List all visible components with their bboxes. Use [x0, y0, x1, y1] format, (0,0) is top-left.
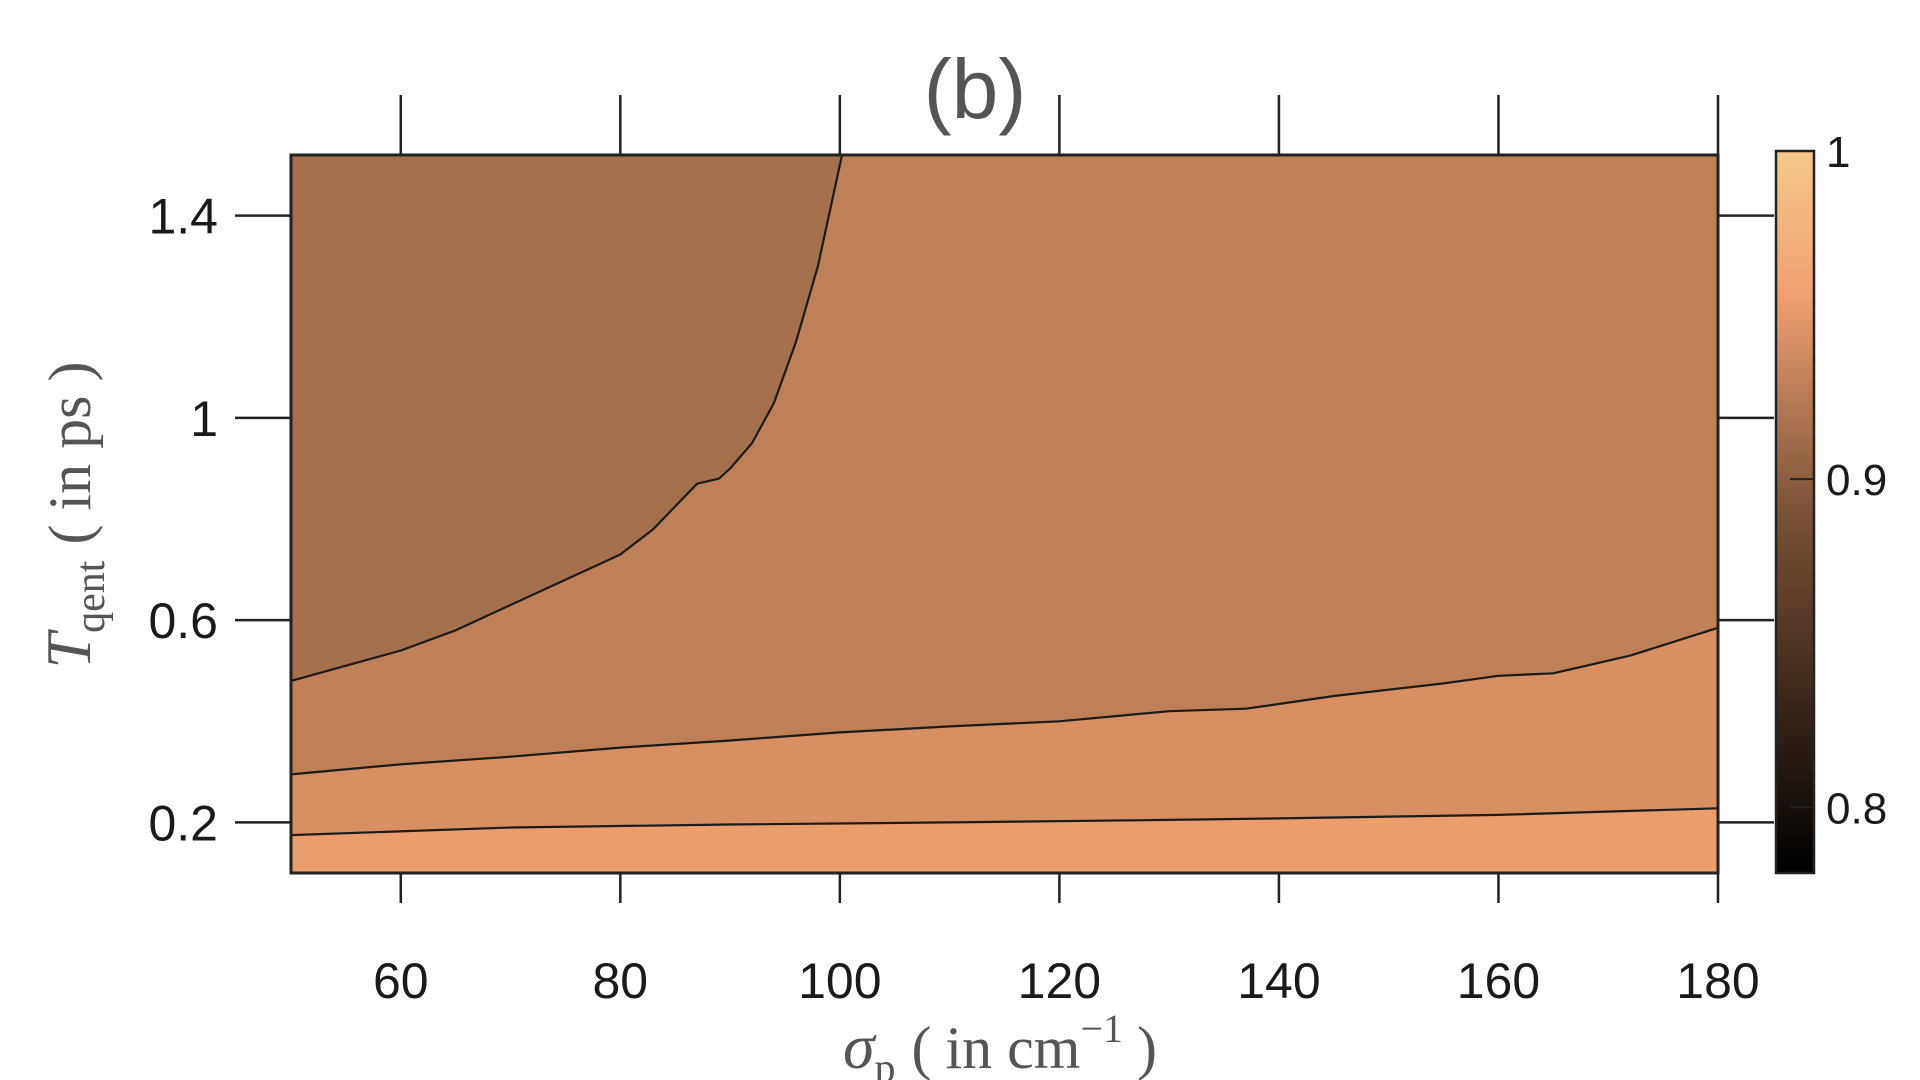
y-tick-label: 0.2 [148, 795, 218, 851]
colorbar-tick-label: 0.8 [1826, 784, 1887, 833]
x-tick-label: 180 [1676, 953, 1759, 1009]
y-tick-label: 1 [190, 391, 218, 447]
x-axis: 60 80 100 120 140 160 180 [373, 95, 1760, 1009]
y-tick-label: 1.4 [148, 189, 218, 245]
contour-fill-regions [291, 155, 1718, 873]
contour-line [291, 626, 1718, 776]
contour-region [291, 627, 1718, 873]
x-tick-label: 80 [592, 953, 648, 1009]
x-tick-label: 120 [1018, 953, 1101, 1009]
x-tick-label: 60 [373, 953, 429, 1009]
x-tick-label: 160 [1457, 953, 1540, 1009]
colorbar-tick-label: 0.9 [1826, 456, 1887, 505]
x-axis-title: σp(in cm−1) [843, 1006, 1157, 1080]
plot-frame [289, 153, 1720, 875]
contour-line [291, 807, 1718, 837]
contour-line [291, 155, 844, 682]
contour-lines [291, 155, 1718, 837]
colorbar [1774, 149, 1816, 875]
x-tick-label: 140 [1237, 953, 1320, 1009]
colorbar-tick-label: 1 [1826, 128, 1850, 177]
chart-title: (b) [924, 42, 1027, 136]
y-axis-title: Tqent(in ps) [33, 362, 114, 669]
colorbar-axis: 0.8 0.9 1 [1790, 128, 1887, 833]
y-axis: 0.2 0.6 1 1.4 [148, 189, 1774, 851]
contour-region [291, 808, 1718, 873]
x-tick-label: 100 [798, 953, 881, 1009]
y-tick-label: 0.6 [148, 593, 218, 649]
